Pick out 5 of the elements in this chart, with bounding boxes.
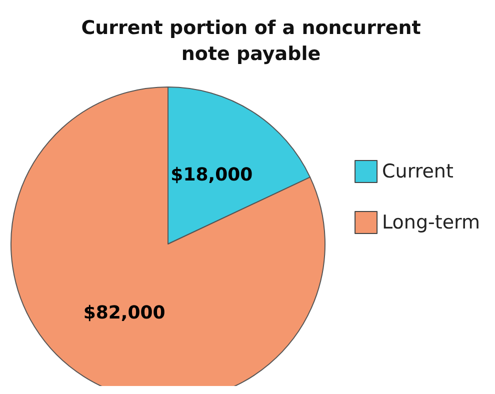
legend-label: Long-term bbox=[382, 212, 480, 234]
data-label: $18,000 bbox=[170, 164, 253, 186]
chart-title: Current portion of a noncurrent note payable bbox=[81, 17, 421, 65]
legend-label: Current bbox=[382, 160, 454, 182]
data-label: $82,000 bbox=[83, 302, 166, 324]
